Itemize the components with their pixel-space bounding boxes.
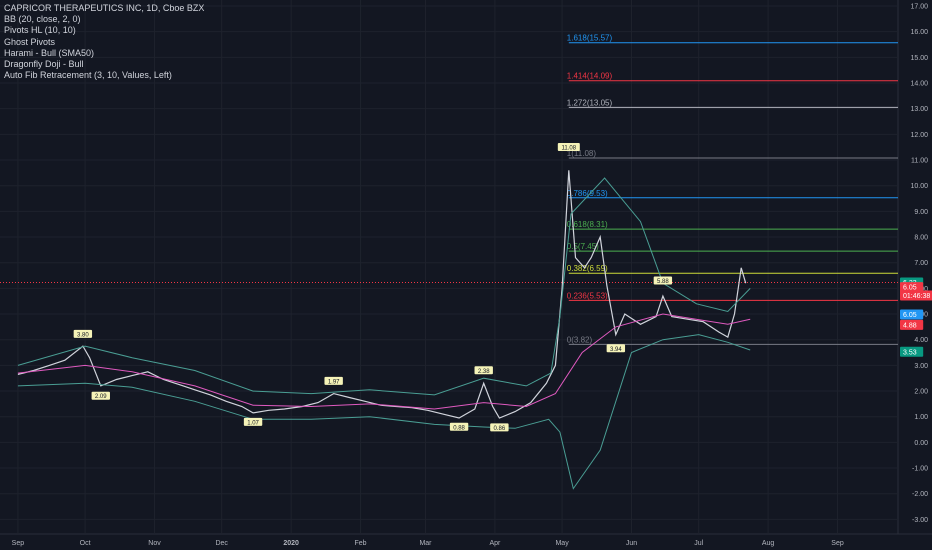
y-tick-label: 10.00 (910, 183, 928, 190)
fib-level-label: 0.236(5.53) (567, 291, 608, 300)
x-tick-label: Sep (12, 540, 25, 547)
pivot-label-box (73, 329, 93, 338)
price-axis[interactable]: 17.00 16.00 15.00 14.00 13.00 12.00 11.00 10.00… (910, 4, 928, 524)
pivot-label-box (490, 423, 509, 432)
x-tick-label: Sep (831, 540, 844, 547)
pivot-label-box (449, 422, 469, 431)
price-series (17, 170, 751, 490)
y-tick-label: 16.00 (910, 29, 928, 36)
y-tick-label: 0.00 (914, 440, 928, 447)
pivot-label: 3.94 (610, 347, 622, 353)
pivot-label-box (606, 344, 626, 353)
pivot-label-box (324, 376, 343, 385)
y-tick-label: 9.00 (914, 209, 928, 216)
indicator-bb[interactable]: BB (20, close, 2, 0) (4, 14, 81, 25)
y-tick-label: 7.00 (914, 260, 928, 267)
y-tick-label: 14.00 (910, 81, 928, 88)
indicator-dragonfly-doji[interactable]: Dragonfly Doji - Bull (4, 59, 84, 70)
fib-level-label: 1(11.08) (567, 149, 597, 158)
x-tick-label: Oct (80, 540, 91, 547)
pivot-label: 11.08 (562, 145, 577, 151)
bb-band-line (17, 334, 751, 490)
price-tag-box (900, 309, 924, 320)
fib-level-label: 1.618(15.57) (567, 34, 613, 43)
x-tick-label: May (555, 540, 569, 547)
y-tick-label: 13.00 (910, 106, 928, 113)
x-tick-label: Nov (148, 540, 161, 547)
bb-basis-line (17, 313, 751, 410)
indicator-harami-bull[interactable]: Harami - Bull (SMA50) (4, 47, 95, 58)
pivot-label-box (243, 417, 263, 426)
pivot-label-box (474, 366, 493, 375)
price-tag-box (900, 319, 924, 330)
pivot-label-box (91, 391, 110, 400)
pivot-label: 2.09 (95, 394, 107, 400)
fib-level-label: 1.272(13.05) (567, 98, 613, 107)
pivot-label: 0.86 (494, 426, 506, 432)
price-tag-box (900, 282, 924, 293)
pivot-label: 0.88 (453, 425, 465, 431)
y-tick-label: -2.00 (912, 491, 928, 498)
pivot-label-box (653, 276, 673, 285)
bb-band-line (17, 177, 751, 396)
pivot-labels: 3.80 2.09 1.07 1.97 0.88 2.38 0.86 11.08 3.94 5.8… (73, 142, 673, 432)
y-tick-label: 3.00 (914, 363, 928, 370)
x-tick-label: Apr (489, 540, 501, 547)
fib-level-label: 0.382(6.59) (567, 264, 608, 273)
fib-retracement-levels: 1.618(15.57) 1.414(14.09) 1.272(13.05) 1(11… (0, 34, 898, 345)
x-tick-label: Jul (694, 540, 703, 547)
y-tick-label: 12.00 (910, 132, 928, 139)
pivot-label: 2.38 (478, 369, 490, 375)
x-tick-label: Feb (355, 540, 367, 547)
pivot-label: 1.97 (328, 379, 340, 385)
price-tag-box (900, 290, 932, 301)
y-tick-label: 1.00 (914, 414, 928, 421)
symbol-title[interactable]: CAPRICOR THERAPEUTICS INC, 1D, Cboe BZX (4, 3, 205, 13)
x-tick-label: Mar (419, 540, 432, 547)
price-tag-label: 01:46:38 (903, 293, 930, 300)
x-tick-label: Aug (762, 540, 775, 547)
y-tick-label: 17.00 (910, 4, 928, 11)
chart-legend: CAPRICOR THERAPEUTICS INC, 1D, Cboe BZX … (4, 3, 204, 81)
price-tag-label: 3.53 (903, 349, 917, 356)
pivot-label: 5.88 (657, 279, 669, 285)
pivot-label-box (557, 142, 580, 151)
indicator-pivots-hl[interactable]: Pivots HL (10, 10) (4, 25, 76, 36)
indicator-auto-fib[interactable]: Auto Fib Retracement (3, 10, Values, Lef… (4, 70, 172, 81)
x-tick-label: Dec (215, 540, 228, 547)
fib-level-label: 0.5(7.45) (567, 242, 599, 251)
fib-level-label: 1.414(14.09) (567, 72, 613, 81)
y-tick-label: -3.00 (912, 517, 928, 524)
x-tick-label: 2020 (283, 540, 299, 547)
y-tick-label: 4.00 (914, 337, 928, 344)
time-axis[interactable]: Sep Oct Nov Dec 2020 Feb Mar Apr May Jun Jul Aug Sep (12, 540, 844, 547)
price-tag-label: 4.88 (903, 322, 917, 329)
y-tick-label: -1.00 (912, 466, 928, 473)
fib-level-label: 0(3.82) (567, 335, 593, 344)
y-tick-label: 11.00 (911, 158, 928, 165)
y-tick-label: 8.00 (914, 235, 928, 242)
chart-grid (0, 0, 932, 535)
price-tag-label: 6.05 (903, 312, 917, 319)
price-tag-box (900, 346, 924, 357)
pivot-label: 1.07 (247, 420, 259, 426)
price-line (17, 170, 747, 419)
y-tick-label: 2.00 (914, 389, 928, 396)
x-tick-label: Jun (626, 540, 637, 547)
pivot-label: 3.80 (77, 332, 89, 338)
y-tick-label: 15.00 (910, 55, 928, 62)
indicator-ghost-pivots[interactable]: Ghost Pivots (4, 36, 56, 47)
fib-level-label: 0.618(8.31) (567, 220, 608, 229)
price-tag-label: 6.05 (903, 285, 917, 292)
fib-level-label: 0.786(9.53) (567, 189, 608, 198)
